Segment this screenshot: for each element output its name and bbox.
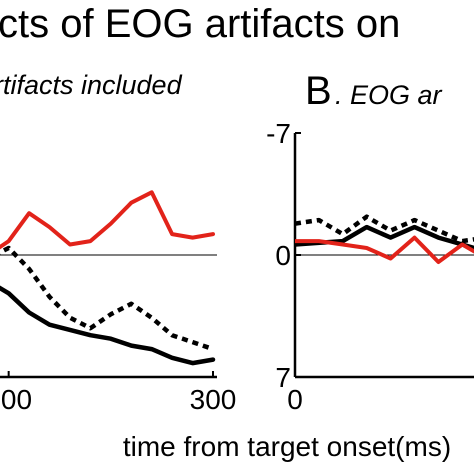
y-tick-label: 0: [275, 240, 291, 271]
figure-title: cts of EOG artifacts on: [0, 2, 400, 46]
series-group: [295, 214, 474, 264]
panel-b-letter: B: [305, 69, 332, 113]
red-series-line: [295, 235, 474, 264]
panel-a-subtitle: rtifacts included: [0, 70, 183, 100]
x-tick-label: 200: [0, 384, 32, 415]
series-group: [0, 190, 216, 366]
dotted-series-line: [0, 245, 214, 352]
panel-b-plot: 0100-707: [266, 118, 474, 415]
x-tick-label: 300: [190, 384, 237, 415]
solid-series-line: [295, 224, 474, 251]
panel-b-subtitle: . EOG ar: [335, 80, 443, 110]
red-series-line: [0, 190, 215, 250]
x-axis-label: time from target onset(ms): [123, 431, 451, 462]
dotted-series-line: [295, 214, 474, 244]
panel-a-plot: 200 300: [0, 190, 237, 415]
x-tick-label: 0: [287, 384, 303, 415]
y-tick-label: 7: [275, 362, 291, 393]
y-tick-label: -7: [266, 118, 291, 149]
solid-series-line: [0, 285, 216, 366]
